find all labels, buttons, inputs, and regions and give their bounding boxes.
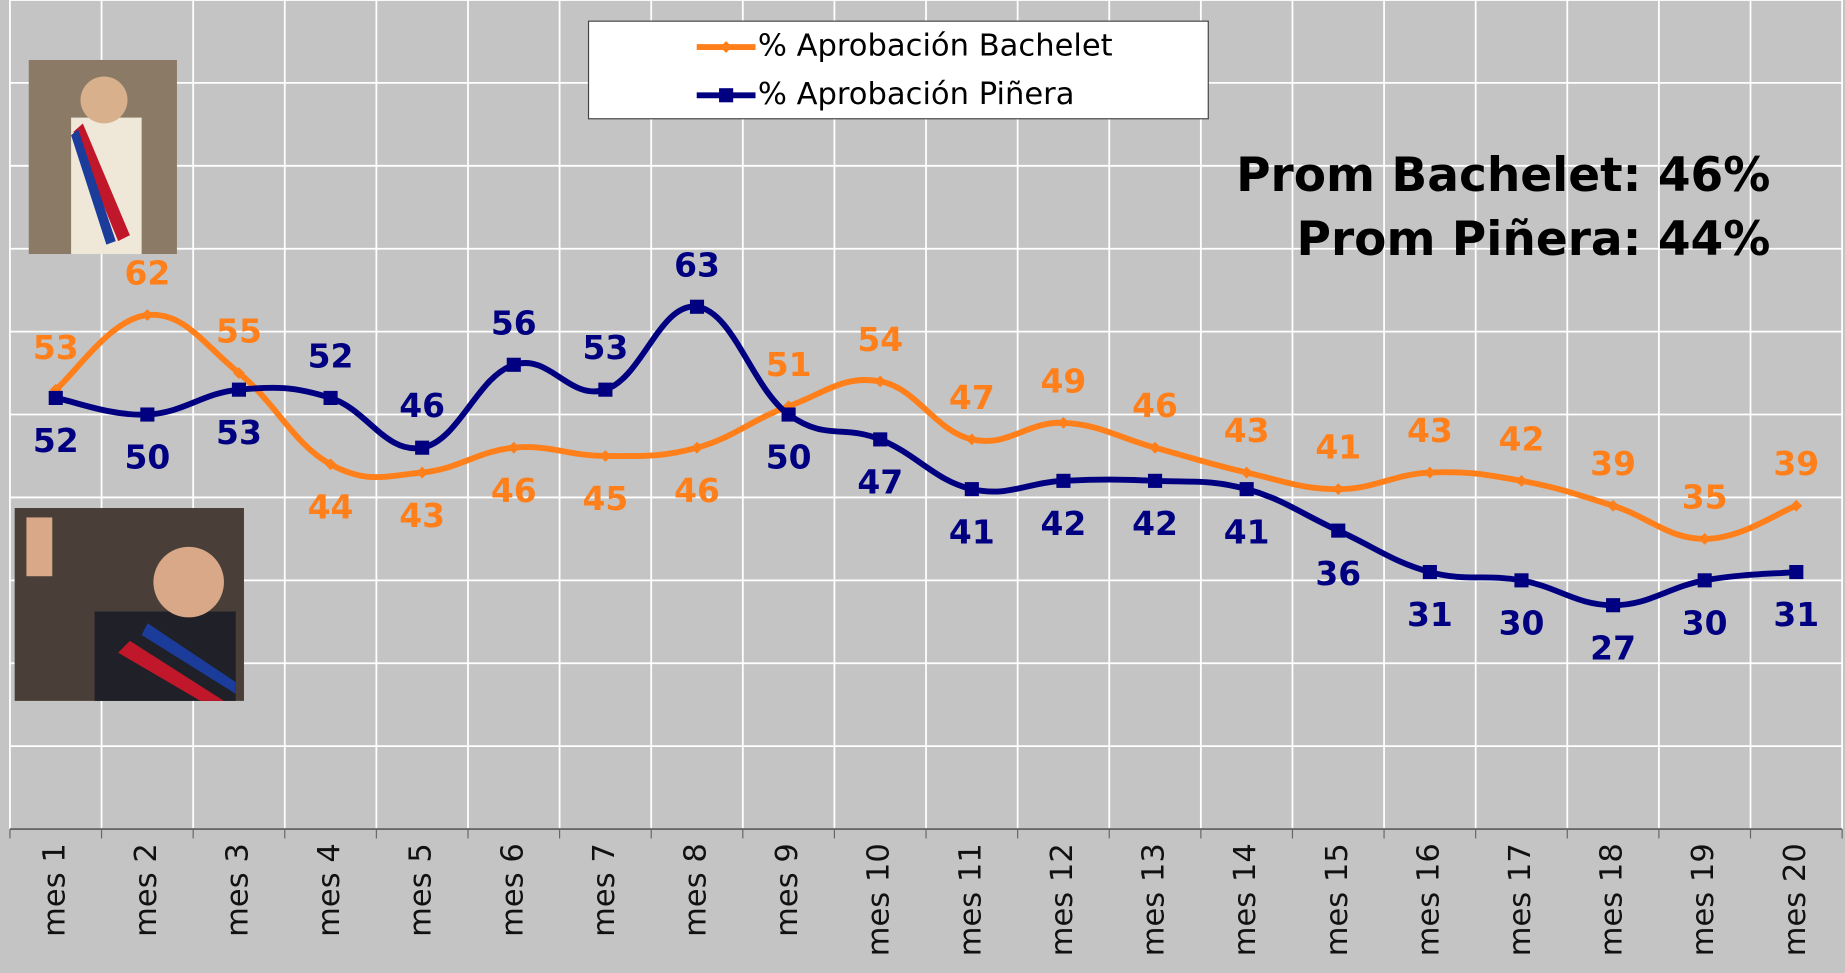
data-label: 56: [491, 303, 537, 342]
x-tick-label: mes 11: [953, 843, 988, 956]
marker: [1423, 565, 1437, 579]
x-tick-label: mes 20: [1778, 843, 1813, 956]
x-tick-label: mes 19: [1686, 843, 1721, 956]
data-label: 46: [674, 471, 720, 510]
marker: [782, 407, 796, 421]
data-label: 46: [1132, 386, 1178, 425]
photo-bachelet: [29, 60, 177, 254]
x-tick-label: mes 18: [1595, 843, 1630, 956]
x-tick-label: mes 2: [129, 843, 164, 937]
x-tick-label: mes 14: [1228, 843, 1263, 956]
x-tick-label: mes 7: [587, 843, 622, 937]
data-label: 52: [33, 421, 79, 460]
data-label: 30: [1499, 604, 1545, 643]
data-label: 54: [857, 320, 903, 359]
data-label: 27: [1590, 628, 1636, 667]
data-label: 31: [1407, 595, 1453, 634]
data-label: 30: [1682, 604, 1728, 643]
data-label: 46: [491, 471, 537, 510]
marker: [140, 407, 154, 421]
data-label: 41: [949, 512, 995, 551]
data-label: 50: [766, 438, 812, 477]
x-tick-label: mes 8: [679, 843, 714, 937]
data-label: 47: [949, 378, 995, 417]
marker: [49, 391, 63, 405]
data-label: 31: [1773, 595, 1819, 634]
data-label: 52: [308, 336, 354, 375]
data-label: 46: [399, 386, 445, 425]
x-tick-label: mes 17: [1503, 843, 1538, 956]
x-tick-label: mes 6: [495, 843, 530, 937]
page: 53 62 55 44 43 46 45 46 51 54 47 49 46 43 41 43 42 39 35 39…: [0, 0, 1845, 969]
data-label: 50: [124, 438, 170, 477]
data-label: 45: [583, 479, 629, 518]
data-label: 63: [674, 245, 720, 284]
x-tick-label: mes 15: [1320, 843, 1355, 956]
x-tick-label: mes 9: [770, 843, 805, 937]
x-tick-label: mes 5: [404, 843, 439, 937]
x-tick-label: mes 10: [862, 843, 897, 956]
x-tick-label: mes 3: [220, 843, 255, 937]
marker: [1789, 565, 1803, 579]
legend-label: % Aprobación Bachelet: [758, 29, 1113, 64]
marker: [598, 383, 612, 397]
data-label: 44: [308, 487, 354, 526]
marker: [965, 482, 979, 496]
photo-pinera: [15, 508, 244, 701]
data-label: 53: [33, 328, 79, 367]
x-tick-label: mes 13: [1137, 843, 1172, 956]
data-label: 43: [1224, 411, 1270, 450]
chart: 53 62 55 44 43 46 45 46 51 54 47 49 46 43 41 43 42 39 35 39…: [0, 0, 1845, 969]
marker: [1240, 482, 1254, 496]
data-label: 62: [124, 254, 170, 293]
data-label: 42: [1499, 419, 1545, 458]
data-label: 41: [1224, 512, 1270, 551]
marker: [1514, 573, 1528, 587]
data-label: 53: [583, 328, 629, 367]
data-label: 35: [1682, 477, 1728, 516]
data-label: 53: [216, 413, 262, 452]
data-label: 55: [216, 312, 262, 351]
data-label: 41: [1315, 428, 1361, 467]
marker: [1148, 474, 1162, 488]
marker: [1056, 474, 1070, 488]
marker: [232, 383, 246, 397]
x-tick-label: mes 16: [1411, 843, 1446, 956]
data-label: 51: [766, 345, 812, 384]
legend-marker: [719, 88, 733, 102]
legend-label: % Aprobación Piñera: [758, 77, 1075, 112]
data-label: 39: [1773, 444, 1819, 483]
annotation: Prom Piñera: 44%: [1297, 212, 1771, 267]
x-tick-label: mes 4: [312, 843, 347, 937]
data-label: 49: [1041, 361, 1087, 400]
marker: [324, 391, 338, 405]
data-label: 42: [1132, 504, 1178, 543]
marker: [1331, 524, 1345, 538]
x-tick-label: mes 1: [37, 843, 72, 937]
marker: [1606, 598, 1620, 612]
marker: [415, 441, 429, 455]
data-label: 42: [1041, 504, 1087, 543]
marker: [507, 358, 521, 372]
data-label: 43: [399, 496, 445, 535]
marker: [873, 432, 887, 446]
data-label: 43: [1407, 411, 1453, 450]
data-label: 47: [857, 463, 903, 502]
x-tick-label: mes 12: [1045, 843, 1080, 956]
marker: [1698, 573, 1712, 587]
marker: [690, 300, 704, 314]
data-label: 36: [1315, 554, 1361, 593]
data-label: 39: [1590, 444, 1636, 483]
annotation: Prom Bachelet: 46%: [1236, 148, 1770, 203]
